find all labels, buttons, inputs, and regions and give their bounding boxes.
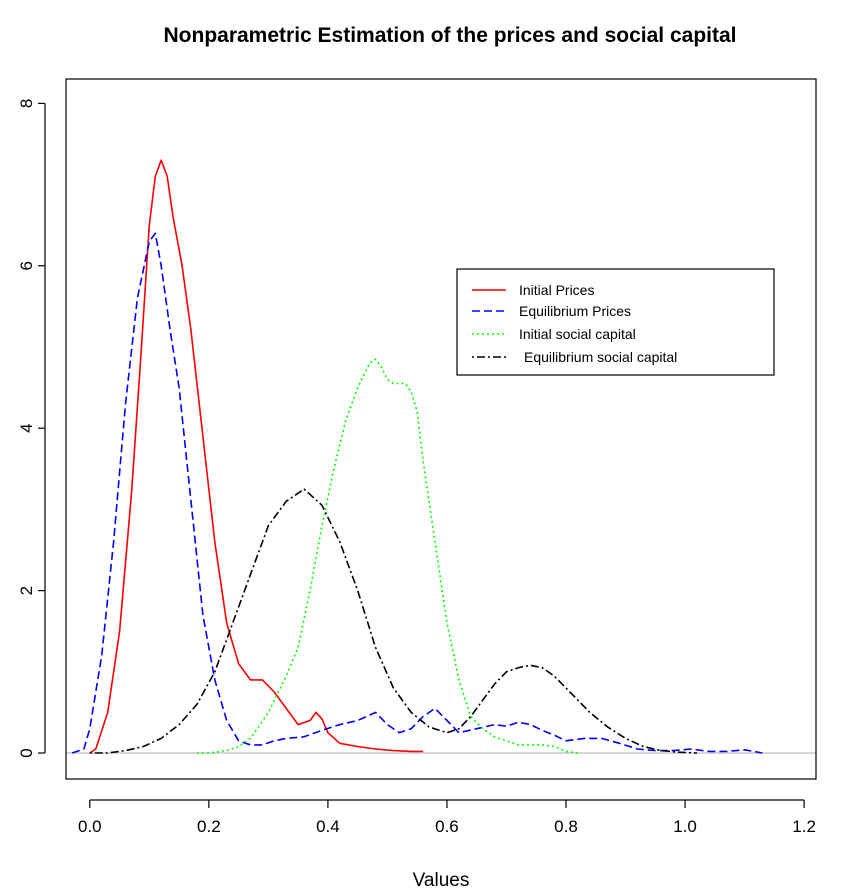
chart-title: Nonparametric Estimation of the prices a…	[164, 24, 737, 47]
x-tick-label: 0.2	[197, 817, 221, 836]
y-tick-label: 8	[17, 99, 36, 108]
x-axis-label: Values	[413, 870, 470, 891]
series-line-2	[71, 232, 763, 754]
y-tick-label: 0	[17, 748, 36, 757]
x-tick-label: 0.0	[78, 817, 102, 836]
legend-box	[456, 268, 775, 376]
y-tick-label: 2	[17, 586, 36, 595]
legend-label-1: Initial Prices	[519, 282, 594, 298]
y-tick-label: 4	[17, 423, 36, 432]
x-tick-label: 0.6	[435, 817, 459, 836]
legend-label-2: Equilibrium Prices	[519, 303, 631, 319]
series-line-3	[197, 358, 579, 754]
x-tick-label: 0.8	[554, 817, 578, 836]
legend: Initial Prices Equilibrium Prices Initial …	[456, 268, 775, 376]
series-line-1	[89, 159, 424, 754]
x-tick-label: 1.2	[792, 817, 816, 836]
series-line-4	[89, 488, 698, 754]
plot-frame	[65, 78, 817, 780]
legend-label-4: Equilibrium social capital	[524, 349, 677, 365]
y-axis: 0 2 4 6 8	[17, 99, 46, 758]
x-tick-label: 1.0	[673, 817, 697, 836]
legend-label-3: Initial social capital	[519, 326, 636, 342]
plot-area	[66, 159, 816, 754]
x-axis: 0.0 0.2 0.4 0.6 0.8 1.0 1.2	[78, 799, 816, 836]
x-tick-label: 0.4	[316, 817, 340, 836]
y-tick-label: 6	[17, 261, 36, 270]
